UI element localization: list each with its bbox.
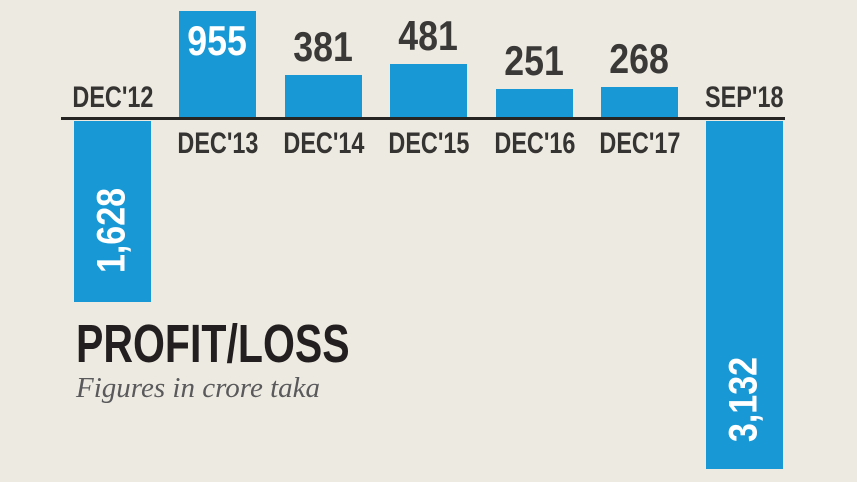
value-label-DEC'14: 381 xyxy=(293,23,354,70)
bar-DEC'16 xyxy=(496,89,573,117)
category-label-DEC'13: DEC'13 xyxy=(177,127,258,160)
bar-DEC'17 xyxy=(601,87,678,117)
bar-DEC'12 xyxy=(74,121,151,302)
chart-subtitle: Figures in crore taka xyxy=(76,372,321,404)
bar-DEC'14 xyxy=(285,75,362,117)
category-label-DEC'14: DEC'14 xyxy=(283,127,364,160)
bar-SEP'18 xyxy=(706,121,783,469)
value-label-DEC'17: 268 xyxy=(609,35,670,82)
bar-DEC'15 xyxy=(390,64,467,117)
value-label-SEP'18: 3,132 xyxy=(722,356,767,442)
value-label-DEC'13: 955 xyxy=(187,17,248,64)
category-label-DEC'12: DEC'12 xyxy=(72,81,153,114)
category-label-DEC'16: DEC'16 xyxy=(494,127,575,160)
zero-baseline xyxy=(61,117,785,120)
value-label-DEC'16: 251 xyxy=(504,37,565,84)
category-label-DEC'17: DEC'17 xyxy=(599,127,680,160)
value-label-DEC'15: 481 xyxy=(398,12,459,59)
category-label-DEC'15: DEC'15 xyxy=(388,127,469,160)
category-label-SEP'18: SEP'18 xyxy=(705,81,784,114)
title-block: PROFIT/LOSS Figures in crore taka xyxy=(76,314,436,404)
bar-DEC'13 xyxy=(179,11,256,117)
value-label-DEC'12: 1,628 xyxy=(90,187,135,274)
chart-title: PROFIT/LOSS xyxy=(76,314,350,374)
